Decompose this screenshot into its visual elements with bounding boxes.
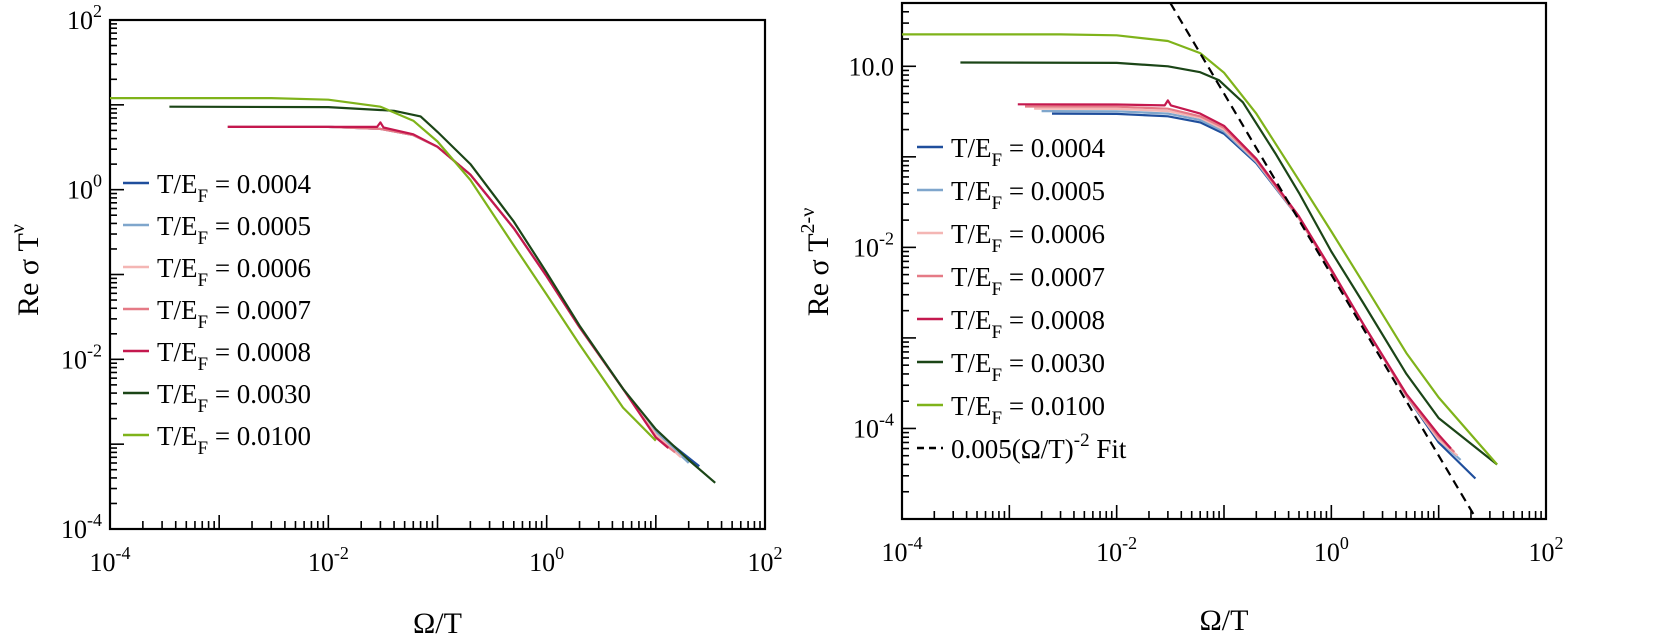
x-tick-label: 10-4 <box>90 543 131 577</box>
y-tick-label: 10.0 <box>849 52 895 81</box>
x-tick-label: 100 <box>529 543 564 577</box>
series-line <box>902 33 1498 466</box>
x-tick-label: 10-4 <box>882 533 923 567</box>
y-tick-label: 10-2 <box>853 228 894 262</box>
legend-entry: T/EF = 0.0008 <box>951 305 1105 343</box>
x-tick-label: 102 <box>1529 533 1564 567</box>
legend-entry: T/EF = 0.0030 <box>157 379 311 417</box>
legend-entry: T/EF = 0.0100 <box>951 391 1105 429</box>
chart-right: 10-4 10-2 100 102 10-4 10-2 10.0 Ω/T Re σ T2-ν T/… <box>797 1 1564 637</box>
legend-entry: T/EF = 0.0006 <box>951 219 1105 257</box>
chart-left: 10-4 10-2 100 102 10-4 10-2 100 102 Ω/T Re σ Tν T/… <box>7 1 783 640</box>
x-tick-label: 10-2 <box>308 543 349 577</box>
legend-entry: T/EF = 0.0007 <box>157 295 311 333</box>
legend-entry: T/EF = 0.0004 <box>157 169 312 207</box>
series-group <box>902 3 1498 519</box>
x-axis-ticks <box>109 515 761 529</box>
legend-entry: T/EF = 0.0007 <box>951 262 1105 300</box>
legend: T/EF = 0.0004 T/EF = 0.0005 T/EF = 0.0006 T… <box>917 133 1127 464</box>
x-axis-label: Ω/T <box>1200 604 1249 637</box>
legend-entry: T/EF = 0.0030 <box>951 348 1105 386</box>
series-group <box>110 97 716 484</box>
y-axis-ticks <box>110 23 124 530</box>
legend-entry: T/EF = 0.0100 <box>157 421 311 459</box>
legend-entry: 0.005(Ω/T)-2 Fit <box>951 430 1127 464</box>
legend-entry: T/EF = 0.0008 <box>157 337 311 375</box>
y-tick-label: 10-2 <box>61 340 102 374</box>
y-axis-ticks <box>902 2 916 520</box>
x-tick-label: 10-2 <box>1096 533 1137 567</box>
legend-entry: T/EF = 0.0005 <box>157 211 311 249</box>
series-line <box>1169 3 1478 519</box>
legend-entry: T/EF = 0.0006 <box>157 253 311 291</box>
series-line <box>960 61 1498 466</box>
series-line <box>1017 99 1452 450</box>
x-tick-label: 102 <box>748 543 783 577</box>
y-tick-label: 100 <box>67 171 102 205</box>
legend: T/EF = 0.0004 T/EF = 0.0005 T/EF = 0.0006 T… <box>123 169 312 459</box>
series-line <box>169 105 716 484</box>
y-tick-label: 102 <box>67 1 102 35</box>
x-axis-ticks <box>901 505 1542 519</box>
y-axis-label: Re σ Tν <box>7 224 45 316</box>
legend-entry: T/EF = 0.0005 <box>951 176 1105 214</box>
y-tick-label: 10-4 <box>61 510 102 544</box>
x-axis-label: Ω/T <box>413 607 462 640</box>
legend-entry: T/EF = 0.0004 <box>951 133 1106 171</box>
y-tick-label: 10-4 <box>853 409 894 443</box>
series-line <box>110 97 657 442</box>
y-axis-label: Re σ T2-ν <box>797 208 835 317</box>
x-tick-label: 100 <box>1314 533 1349 567</box>
